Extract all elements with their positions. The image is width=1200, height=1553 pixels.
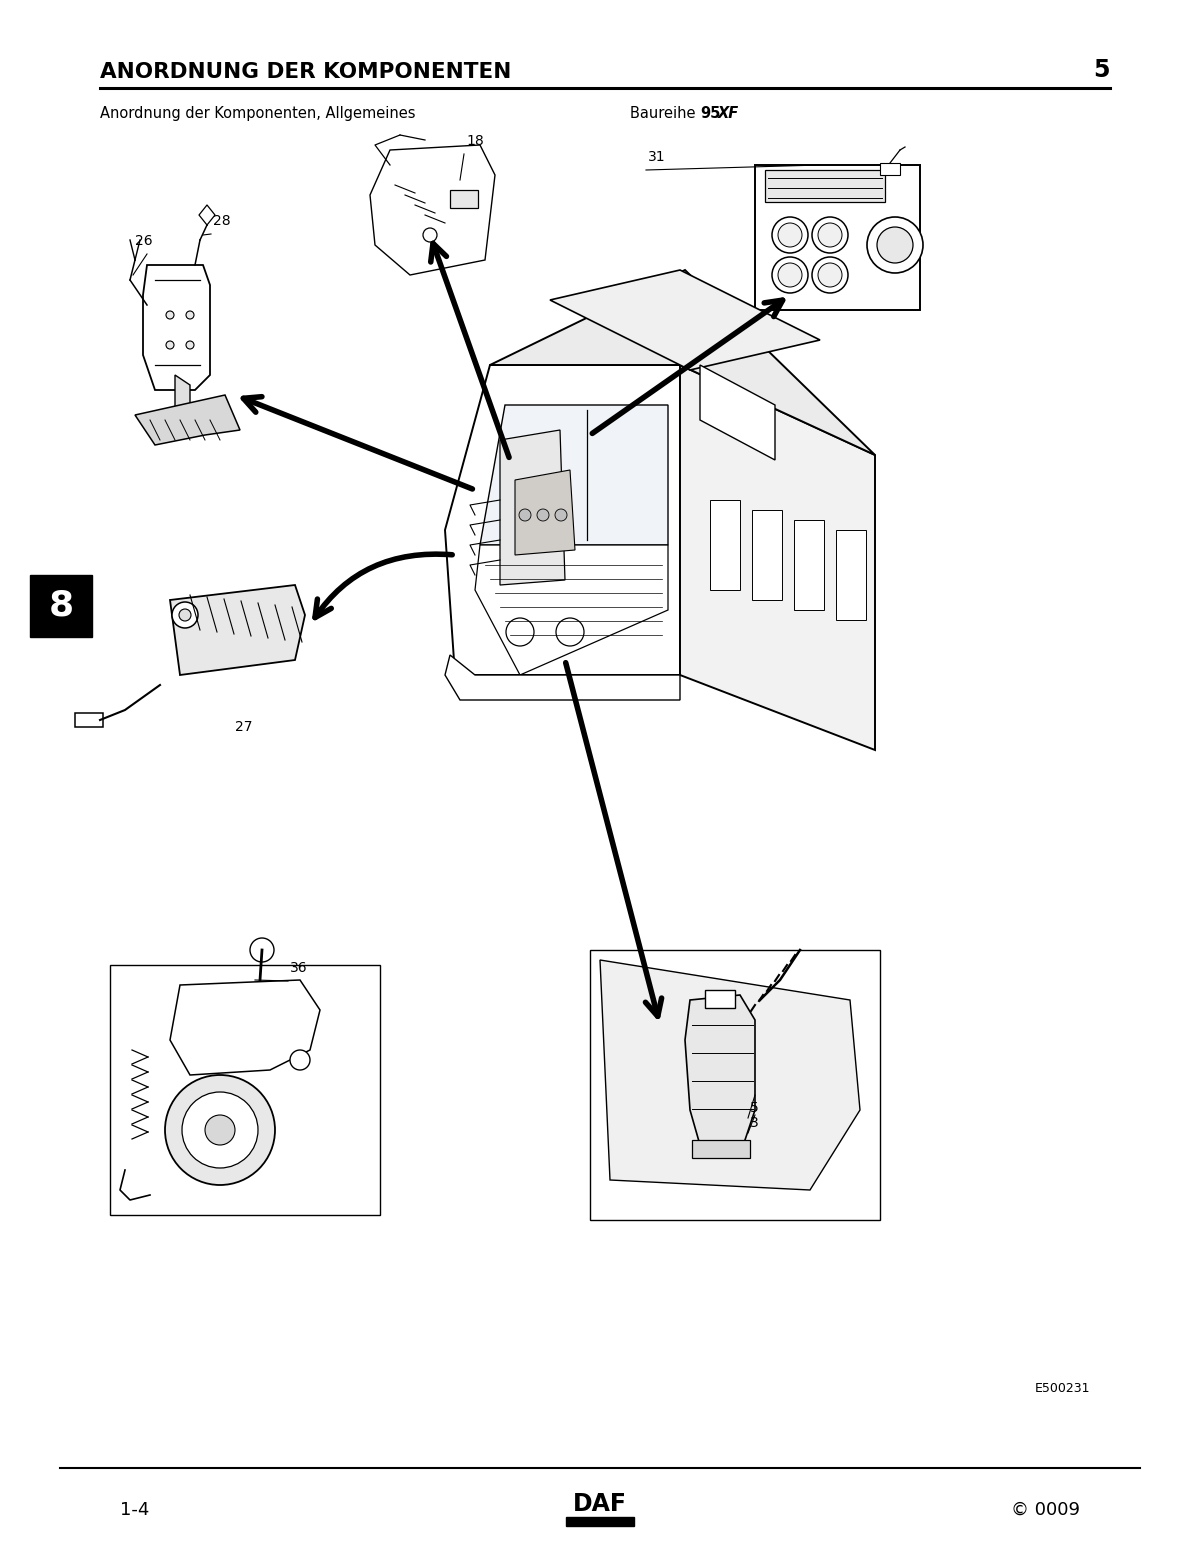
Polygon shape xyxy=(680,365,875,750)
Polygon shape xyxy=(475,545,668,676)
Text: 5: 5 xyxy=(750,1101,758,1115)
Polygon shape xyxy=(445,365,680,676)
Text: E500231: E500231 xyxy=(1034,1382,1090,1395)
Circle shape xyxy=(554,509,568,520)
Circle shape xyxy=(290,1050,310,1070)
Polygon shape xyxy=(600,960,860,1190)
Polygon shape xyxy=(685,995,755,1155)
Circle shape xyxy=(166,1075,275,1185)
Polygon shape xyxy=(175,374,190,415)
Text: 1-4: 1-4 xyxy=(120,1502,149,1519)
Text: 31: 31 xyxy=(648,151,666,165)
Polygon shape xyxy=(500,430,565,585)
Circle shape xyxy=(778,224,802,247)
Polygon shape xyxy=(515,471,575,554)
Bar xyxy=(692,1140,750,1159)
Text: 95: 95 xyxy=(700,106,720,121)
Polygon shape xyxy=(480,405,668,545)
Text: Anordnung der Komponenten, Allgemeines: Anordnung der Komponenten, Allgemeines xyxy=(100,106,415,121)
Circle shape xyxy=(818,224,842,247)
Text: 8: 8 xyxy=(48,589,73,623)
Text: 36: 36 xyxy=(290,961,307,975)
Bar xyxy=(755,165,920,311)
Circle shape xyxy=(166,311,174,318)
Text: 3: 3 xyxy=(750,1117,758,1131)
Circle shape xyxy=(250,938,274,961)
Circle shape xyxy=(186,342,194,349)
FancyBboxPatch shape xyxy=(110,964,380,1214)
Text: Baureihe: Baureihe xyxy=(630,106,700,121)
Circle shape xyxy=(818,262,842,287)
Circle shape xyxy=(538,509,550,520)
Polygon shape xyxy=(134,394,240,446)
Bar xyxy=(766,169,886,202)
Bar xyxy=(836,530,866,620)
Circle shape xyxy=(866,217,923,273)
Bar xyxy=(706,989,734,1008)
Text: DAF: DAF xyxy=(574,1492,628,1516)
Circle shape xyxy=(205,1115,235,1145)
Circle shape xyxy=(424,228,437,242)
Circle shape xyxy=(186,311,194,318)
Text: 26: 26 xyxy=(134,235,152,248)
Bar xyxy=(710,500,740,590)
Bar xyxy=(74,713,103,727)
Circle shape xyxy=(812,217,848,253)
Text: 27: 27 xyxy=(235,721,252,735)
FancyBboxPatch shape xyxy=(590,950,880,1221)
Text: 5: 5 xyxy=(1093,57,1110,82)
Circle shape xyxy=(778,262,802,287)
Bar xyxy=(30,575,92,637)
Circle shape xyxy=(877,227,913,262)
Bar xyxy=(880,163,900,175)
Polygon shape xyxy=(143,266,210,390)
Bar xyxy=(752,509,782,599)
Text: 18: 18 xyxy=(466,134,484,148)
Bar xyxy=(566,1517,634,1527)
Circle shape xyxy=(506,618,534,646)
Circle shape xyxy=(520,509,530,520)
Circle shape xyxy=(772,217,808,253)
Text: © 0009: © 0009 xyxy=(1010,1502,1080,1519)
Circle shape xyxy=(772,256,808,294)
Polygon shape xyxy=(550,270,820,370)
Polygon shape xyxy=(700,365,775,460)
Circle shape xyxy=(182,1092,258,1168)
Text: 28: 28 xyxy=(214,214,230,228)
Circle shape xyxy=(172,603,198,627)
Polygon shape xyxy=(490,270,875,455)
Bar xyxy=(794,520,824,610)
Text: ANORDNUNG DER KOMPONENTEN: ANORDNUNG DER KOMPONENTEN xyxy=(100,62,511,82)
Circle shape xyxy=(556,618,584,646)
Polygon shape xyxy=(445,655,680,700)
Circle shape xyxy=(166,342,174,349)
Circle shape xyxy=(812,256,848,294)
Polygon shape xyxy=(170,980,320,1075)
Polygon shape xyxy=(370,144,496,275)
Circle shape xyxy=(179,609,191,621)
Bar xyxy=(450,189,478,208)
Polygon shape xyxy=(170,585,305,676)
Text: XF: XF xyxy=(718,106,739,121)
